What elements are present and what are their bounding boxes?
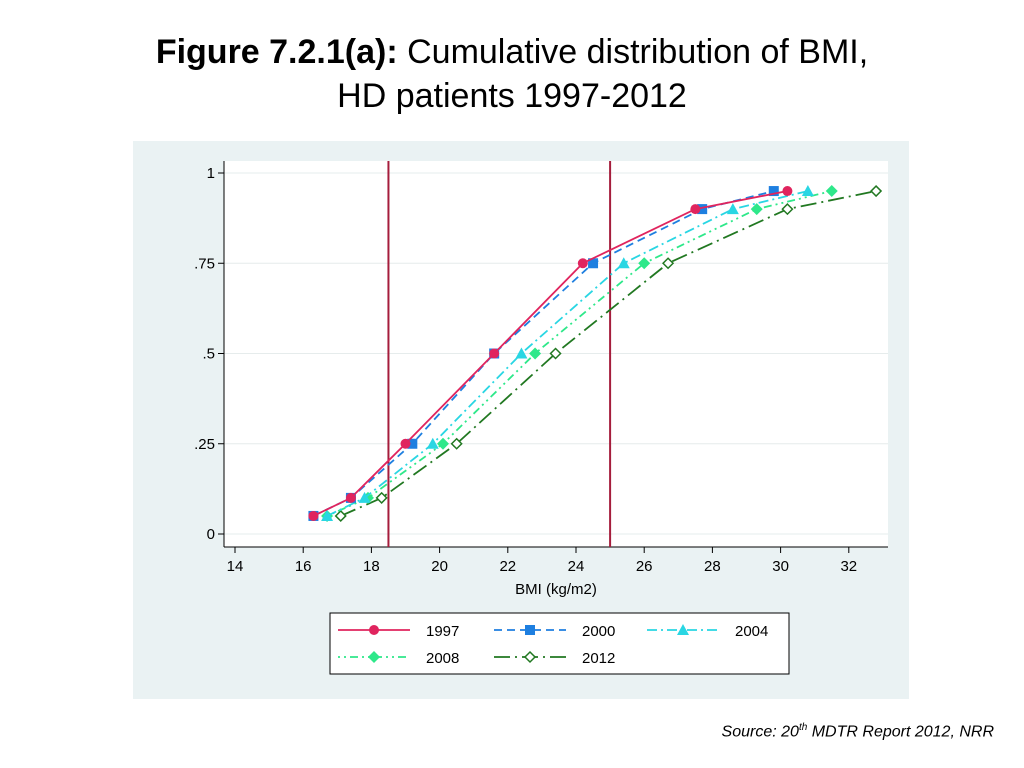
x-tick-label: 24 [568,558,585,575]
data-point-2008 [361,491,374,504]
x-tick-label: 28 [704,558,721,575]
data-point-1997 [400,438,411,449]
data-point-2000 [768,186,779,197]
source-prefix: Source: 20 [721,723,799,741]
legend-label-2000: 2000 [582,623,615,640]
data-point-2004 [801,185,814,197]
data-point-1997 [690,204,701,215]
legend-marker-2008 [368,651,380,663]
data-point-2000 [407,438,418,449]
title-line-2: HD patients 1997-2012 [337,77,687,115]
x-tick-label: 20 [431,558,448,575]
data-point-2012 [549,347,562,360]
legend-marker-2004 [677,624,689,635]
data-point-2008 [638,257,651,270]
data-point-2012 [450,437,463,450]
data-point-2000 [588,258,599,269]
legend-box [329,612,790,675]
data-point-2012 [870,184,883,198]
data-point-2004 [515,347,528,359]
data-point-2008 [437,437,450,450]
source-superscript: th [798,722,808,733]
legend-marker-2000 [525,625,535,635]
data-point-2008 [750,203,763,216]
data-point-1997 [489,348,500,359]
data-point-2004 [617,257,630,269]
data-point-2004 [726,203,739,215]
data-point-2008 [825,185,838,198]
x-tick-label: 18 [363,558,380,575]
bmi-line-chart: 0 .25 .5 .75 1 14 16 18 20 22 24 26 28 30 32 BMI (kg/m2… [194,161,888,675]
data-point-2008 [529,347,542,360]
data-point-1997 [782,186,793,197]
legend-marker-1997 [369,625,379,635]
data-point-2012 [375,491,388,504]
chart-title: Figure 7.2.1(a): Cumulative distribution… [0,30,1024,118]
title-text: Cumulative distribution of BMI, [407,33,869,71]
y-tick-label: .25 [194,436,215,453]
x-tick-label: 16 [295,558,312,575]
y-tick-label: .75 [194,255,215,272]
chart-panel: 0 .25 .5 .75 1 14 16 18 20 22 24 26 28 30 32 BMI (kg/m2… [133,141,909,699]
legend-label-2008: 2008 [426,650,459,667]
x-tick-label: 30 [772,558,789,575]
legend-label-2004: 2004 [735,623,768,640]
data-point-1997 [308,510,319,521]
data-point-2004 [426,437,439,449]
x-tick-label: 14 [227,558,244,575]
y-tick-label: .5 [202,346,215,363]
data-point-2012 [781,203,794,216]
x-tick-label: 22 [499,558,516,575]
title-figure-number: Figure 7.2.1(a): [155,33,398,71]
legend-label-1997: 1997 [426,623,459,640]
data-point-2012 [334,509,347,523]
legend-label-2012: 2012 [582,650,615,667]
x-axis-title: BMI (kg/m2) [515,581,597,598]
title-line-1: Figure 7.2.1(a): Cumulative distribution… [0,30,1024,74]
data-point-2004 [358,491,371,503]
legend-marker-2012 [523,650,537,664]
data-point-1997 [577,258,588,269]
data-point-1997 [345,492,356,503]
x-tick-label: 32 [840,558,857,575]
y-tick-label: 1 [207,165,215,182]
data-point-2000 [697,204,708,215]
source-note: Source: 20th MDTR Report 2012, NRR [722,722,994,741]
data-point-2012 [662,257,675,270]
x-tick-label: 26 [636,558,653,575]
source-suffix: MDTR Report 2012, NRR [807,723,994,741]
y-tick-label: 0 [207,526,215,543]
data-point-2004 [321,509,334,521]
